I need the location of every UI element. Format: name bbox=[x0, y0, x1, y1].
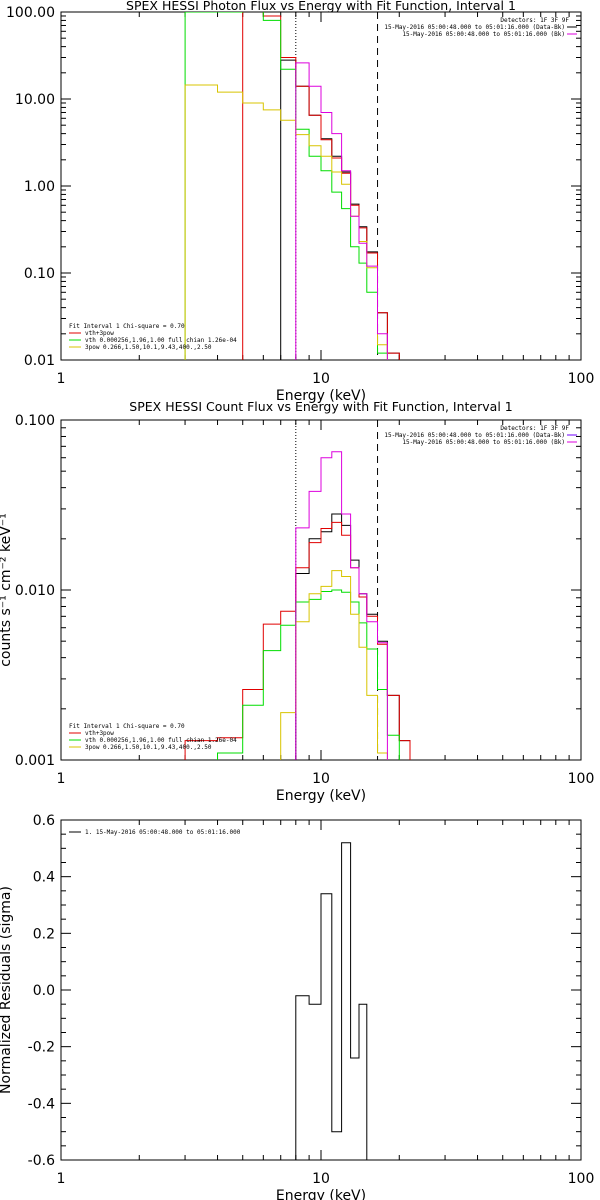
series-line bbox=[295, 842, 378, 1160]
x-tick-label: 1 bbox=[57, 371, 66, 387]
x-tick-label: 100 bbox=[568, 371, 595, 387]
series-line bbox=[217, 589, 400, 760]
x-axis-label: Energy (keV) bbox=[276, 388, 366, 404]
legend-item: 15-May-2016 05:00:48.000 to 05:01:16.000… bbox=[402, 439, 565, 446]
series-line bbox=[184, 521, 411, 760]
x-tick-label: 100 bbox=[568, 1171, 595, 1187]
series-line bbox=[280, 570, 388, 760]
series-group bbox=[184, 451, 411, 760]
legend-item: 15-May-2016 05:00:48.000 to 05:01:16.000… bbox=[402, 31, 565, 38]
y-axis-label: counts s⁻¹ cm⁻² keV⁻¹ bbox=[0, 513, 14, 667]
x-tick-label: 10 bbox=[312, 1171, 330, 1187]
legend-item: 15-May-2016 05:00:48.000 to 05:01:16.000… bbox=[384, 24, 565, 31]
y-tick-label: 100.00 bbox=[6, 5, 55, 21]
legend-item: vth 0.000256,1.96,1.00 full chian 1.26e-… bbox=[85, 737, 237, 744]
y-tick-label: -0.4 bbox=[28, 1096, 55, 1112]
x-axis-label: Energy (keV) bbox=[276, 788, 366, 804]
x-axis-label: Energy (keV) bbox=[276, 1188, 366, 1200]
legend-item: vth+3pow bbox=[85, 730, 114, 737]
legend-item: 15-May-2016 05:00:48.000 to 05:01:16.000… bbox=[384, 432, 565, 439]
photon-flux-panel: SPEX HESSI Photon Flux vs Energy with Fi… bbox=[6, 0, 594, 404]
legend-item: 3pow 0.266,1.50,10.1,9.43,400.,2.50 bbox=[85, 344, 212, 351]
x-tick-label: 10 bbox=[312, 371, 330, 387]
y-tick-label: -0.6 bbox=[28, 1153, 55, 1169]
y-tick-label: 0.100 bbox=[15, 413, 55, 429]
legend-header: Detectors: 1F 3F 9F bbox=[500, 17, 569, 24]
y-axis-label: Normalized Residuals (sigma) bbox=[0, 886, 14, 1094]
x-tick-label: 10 bbox=[312, 771, 330, 787]
series-line bbox=[295, 62, 388, 360]
series-group bbox=[184, 12, 400, 360]
legend-header: Fit Interval 1 Chi-square = 0.70 bbox=[69, 723, 185, 730]
y-tick-label: 0.01 bbox=[24, 353, 55, 369]
series-line bbox=[295, 451, 388, 760]
y-tick-label: 10.00 bbox=[15, 92, 55, 108]
x-tick-label: 100 bbox=[568, 771, 595, 787]
y-tick-label: 0.10 bbox=[24, 266, 55, 282]
y-tick-label: 0.4 bbox=[33, 870, 55, 886]
legend-header: Fit Interval 1 Chi-square = 0.70 bbox=[69, 323, 185, 330]
y-tick-label: 0.2 bbox=[33, 926, 55, 942]
chart-title: SPEX HESSI Count Flux vs Energy with Fit… bbox=[129, 399, 512, 414]
y-tick-label: 0.010 bbox=[15, 583, 55, 599]
y-tick-label: 1.00 bbox=[24, 179, 55, 195]
chart-title: SPEX HESSI Photon Flux vs Energy with Fi… bbox=[126, 0, 516, 13]
x-tick-label: 1 bbox=[57, 1171, 66, 1187]
series-group bbox=[295, 842, 378, 1160]
y-tick-label: 0.0 bbox=[33, 983, 55, 999]
y-tick-label: -0.2 bbox=[28, 1040, 55, 1056]
legend-item: vth+3pow bbox=[85, 330, 114, 337]
x-tick-label: 1 bbox=[57, 771, 66, 787]
legend-header: Detectors: 1F 3F 9F bbox=[500, 425, 569, 432]
residuals-panel: 1 10 100 -0.6 -0.4 -0.2 0.0 0.2 0.4 0.6 Energy (ke… bbox=[0, 813, 594, 1200]
y-tick-label: 0.001 bbox=[15, 753, 55, 769]
legend-item: vth 0.000256,1.96,1.00 full chian 1.26e-… bbox=[85, 337, 237, 344]
y-tick-label: 0.6 bbox=[33, 813, 55, 829]
count-flux-panel: SPEX HESSI Count Flux vs Energy with Fit… bbox=[0, 399, 594, 804]
series-line bbox=[184, 12, 388, 360]
legend-item: 3pow 0.266,1.50,10.1,9.43,400.,2.50 bbox=[85, 744, 212, 751]
legend-header: 1. 15-May-2016 05:00:48.000 to 05:01:16.… bbox=[85, 829, 241, 836]
